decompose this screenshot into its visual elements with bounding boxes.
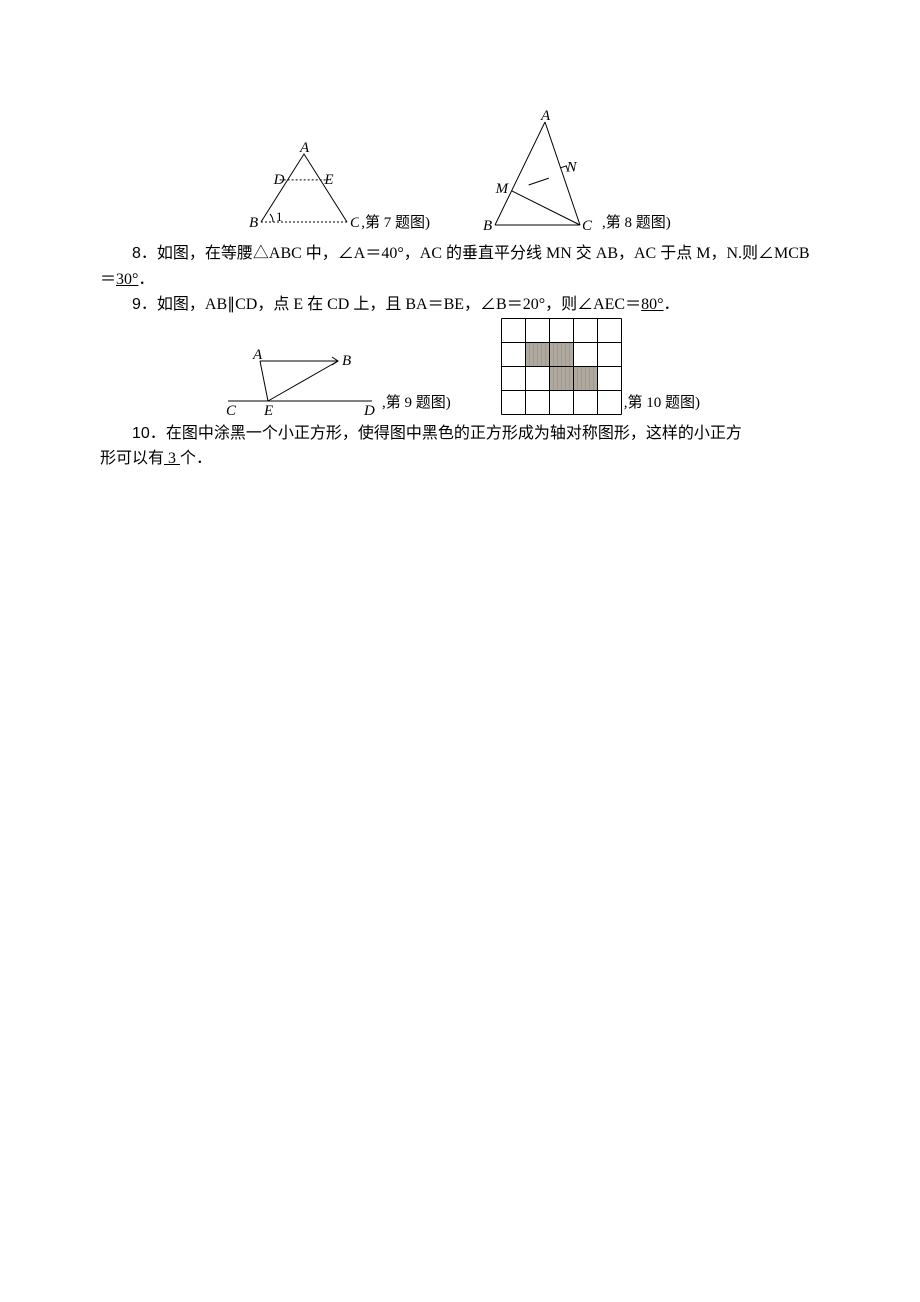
figure-9-block: A B C E D ,第 9 题图) xyxy=(220,345,451,415)
svg-text:D: D xyxy=(363,403,375,415)
svg-text:B: B xyxy=(249,215,258,231)
figure-row-7-8: A B C D E 1 ,第 7 题图) A B C M N ,第 8 题图) xyxy=(100,110,820,235)
svg-text:A: A xyxy=(540,110,551,124)
question-9-answer: 80° xyxy=(641,296,663,313)
figure-10-caption: ,第 10 题图) xyxy=(624,391,700,415)
question-8-line2: ＝30°． xyxy=(100,267,820,293)
svg-text:N: N xyxy=(566,160,578,176)
question-8-text-a: 如图，在等腰△ABC 中，∠A＝40°，AC 的垂直平分线 MN 交 AB，AC… xyxy=(157,245,810,262)
figure-9-caption: ,第 9 题图) xyxy=(382,391,451,415)
question-9: 9．如图，AB∥CD，点 E 在 CD 上，且 BA＝BE，∠B＝20°，则∠A… xyxy=(100,292,820,318)
figure-8-caption: ,第 8 题图) xyxy=(602,211,671,235)
svg-text:C: C xyxy=(582,218,593,234)
svg-text:C: C xyxy=(350,215,359,231)
question-9-number: 9． xyxy=(132,296,157,313)
question-8-number: 8． xyxy=(132,245,157,262)
question-8-text-c: ． xyxy=(138,271,154,288)
figure-10-svg xyxy=(501,318,622,415)
svg-text:E: E xyxy=(263,403,273,415)
figure-7-svg: A B C D E 1 xyxy=(249,140,359,235)
question-8-line1: 8．如图，在等腰△ABC 中，∠A＝40°，AC 的垂直平分线 MN 交 AB，… xyxy=(100,241,820,267)
question-9-text-a: 如图，AB∥CD，点 E 在 CD 上，且 BA＝BE，∠B＝20°，则∠AEC… xyxy=(157,296,641,313)
question-10-number: 10． xyxy=(132,425,166,442)
svg-text:A: A xyxy=(252,347,263,363)
svg-text:D: D xyxy=(273,172,285,188)
question-10-line1: 10．在图中涂黑一个小正方形，使得图中黑色的正方形成为轴对称图形，这样的小正方 xyxy=(100,421,820,447)
svg-text:B: B xyxy=(483,218,492,234)
question-10-text-a: 在图中涂黑一个小正方形，使得图中黑色的正方形成为轴对称图形，这样的小正方 xyxy=(166,425,742,442)
question-10-text-c: 个． xyxy=(180,450,212,467)
question-10-answer: 3 xyxy=(164,450,180,467)
svg-text:M: M xyxy=(495,181,510,197)
svg-text:1: 1 xyxy=(276,209,283,224)
svg-text:A: A xyxy=(299,140,310,156)
figure-7-block: A B C D E 1 ,第 7 题图) xyxy=(249,140,430,235)
svg-text:B: B xyxy=(342,353,351,369)
figure-9-svg: A B C E D xyxy=(220,345,380,415)
question-9-text-b: ． xyxy=(664,296,680,313)
figure-7-caption: ,第 7 题图) xyxy=(361,211,430,235)
question-10-text-b: 形可以有 xyxy=(100,450,164,467)
question-10-line2: 形可以有 3 个． xyxy=(100,446,820,472)
svg-text:E: E xyxy=(324,172,334,188)
svg-text:C: C xyxy=(226,403,237,415)
question-8-answer: 30° xyxy=(116,271,138,288)
question-8-text-b: ＝ xyxy=(100,271,116,288)
figure-8-svg: A B C M N xyxy=(480,110,600,235)
figure-row-9-10: A B C E D ,第 9 题图) ,第 10 题图) xyxy=(100,318,820,415)
figure-10-block: ,第 10 题图) xyxy=(501,318,700,415)
figure-8-block: A B C M N ,第 8 题图) xyxy=(480,110,671,235)
